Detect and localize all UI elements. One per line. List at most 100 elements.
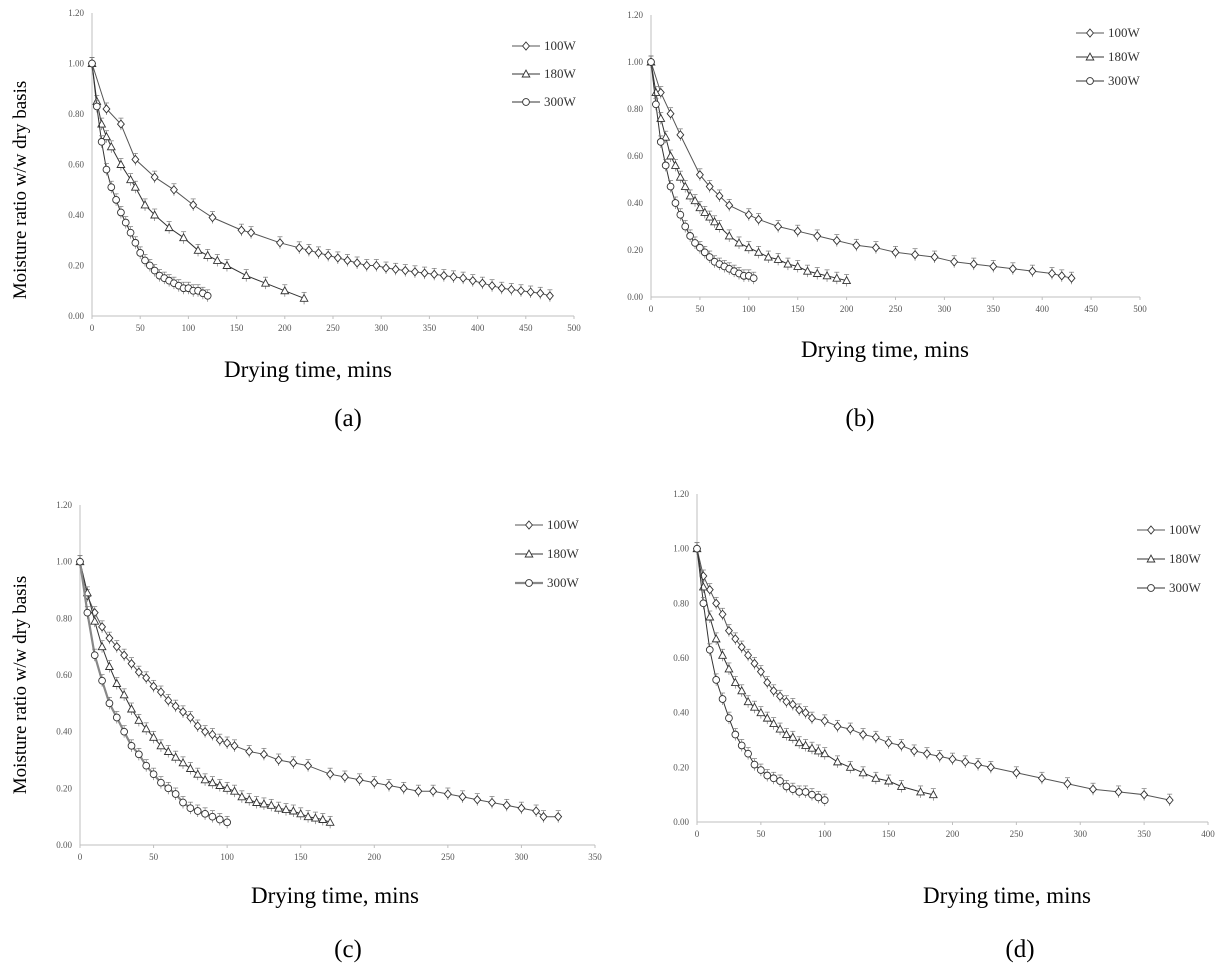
y-tick-label: 0.40 [673,708,689,718]
data-point [756,666,765,677]
y-tick-label: 1.20 [68,8,84,18]
data-point [749,702,760,711]
data-point [208,729,217,740]
data-point [112,641,121,652]
data-point [545,291,554,301]
data-point [125,174,136,184]
data-point [171,701,180,711]
legend-label: 100W [547,517,580,532]
x-tick-label: 300 [1074,829,1088,839]
data-point [157,778,165,787]
data-point [112,713,121,722]
data-point [820,748,830,758]
series-line [79,561,559,818]
y-tick-label: 0.00 [627,292,643,302]
data-point [685,191,695,200]
data-point [414,786,423,796]
data-point [237,225,246,235]
legend-entry: 300W [1076,73,1141,88]
y-tick-label: 0.00 [68,311,84,321]
data-point [106,141,116,151]
data-point [502,800,511,811]
data-point [1047,268,1056,279]
data-point [326,769,335,779]
data-point [156,687,165,697]
data-point [340,772,349,782]
data-point [92,102,101,111]
data-point [325,817,335,826]
data-point [97,641,107,651]
data-point [208,212,217,223]
series-100W [88,57,554,302]
chart-panel-3: 0 50 100 150 200 250 300 350 0.00 0.20 0.40 0.60 0.8… [10,500,602,963]
data-point [324,250,333,261]
data-point [536,288,545,298]
chart-panel-4: 0 50 100 150 200 250 300 350 400 0.00 0.20 0.40 0.60… [673,489,1215,963]
data-point [223,818,231,827]
data-point [744,749,752,758]
x-tick-label: 350 [423,323,437,333]
legend-label: 300W [544,94,577,109]
legend-label: 180W [544,66,577,81]
data-point [807,713,816,723]
y-tick-label: 0.60 [673,653,689,663]
data-point [101,131,112,141]
x-tick-label: 450 [519,323,533,333]
data-point [164,784,173,793]
series-line [696,548,1170,801]
data-point [131,154,140,165]
data-point [458,792,467,802]
data-point [737,642,746,652]
data-point [774,221,783,232]
x-tick-label: 0 [695,829,700,839]
data-point [911,250,920,260]
x-axis-label: Drying time, mins [801,337,969,362]
data-point [112,678,122,687]
data-point [473,794,482,805]
data-point [712,676,721,684]
data-point [260,278,271,287]
data-point [212,255,222,264]
data-point [852,240,861,250]
data-point [686,232,694,240]
data-point [134,715,144,724]
data-point [757,766,765,774]
data-point [696,243,704,252]
data-point [754,247,764,256]
data-point [449,272,458,282]
x-tick-label: 150 [882,829,896,839]
data-point [156,741,166,750]
x-tick-label: 250 [326,323,340,333]
data-point [140,200,150,209]
legend-marker [1147,525,1155,535]
series-180W [692,542,938,801]
data-point [705,584,714,595]
series-line [91,63,305,299]
legend-marker [1146,554,1156,563]
data-point [884,738,893,748]
data-point [130,182,140,191]
data-point [986,762,995,773]
x-tick-label: 100 [220,852,234,862]
y-tick-label: 0.80 [56,613,72,623]
x-tick-label: 350 [1137,829,1151,839]
y-tick-label: 0.60 [56,670,72,680]
series-180W [646,55,852,287]
x-tick-label: 250 [1010,829,1024,839]
data-point [788,699,797,710]
legend-label: 100W [1169,522,1202,537]
data-point [121,218,130,227]
data-point [832,273,842,282]
data-point [131,238,140,247]
data-point [149,770,158,779]
data-point [776,691,785,701]
y-tick-label: 1.20 [673,489,689,499]
data-point [163,746,173,755]
data-point [802,266,813,275]
data-point [150,266,159,275]
y-tick-label: 1.20 [56,500,72,510]
x-axis-label: Drying time, mins [224,357,392,382]
data-point [430,269,439,280]
data-point [296,809,306,818]
data-point [127,658,136,669]
